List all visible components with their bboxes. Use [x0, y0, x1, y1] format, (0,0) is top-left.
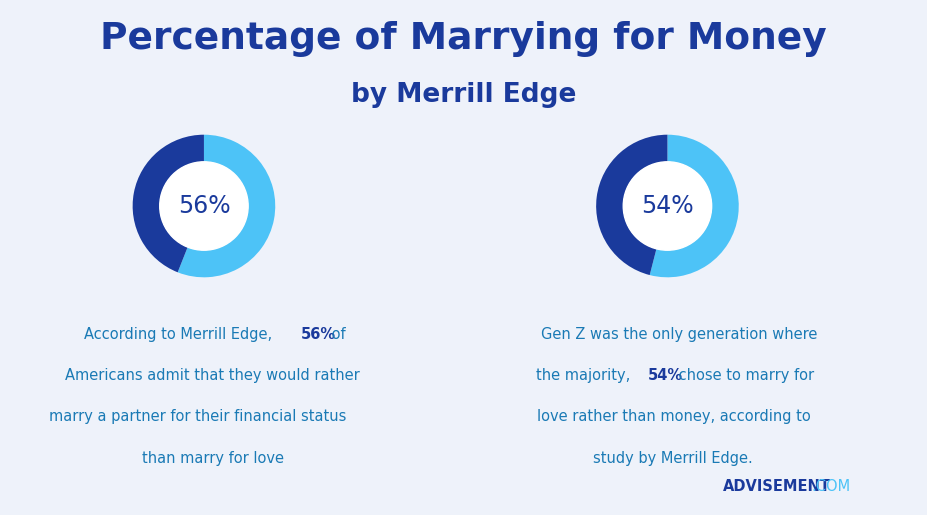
Text: Gen Z was the only generation where: Gen Z was the only generation where — [541, 327, 818, 342]
Text: 56%: 56% — [178, 194, 230, 218]
Wedge shape — [596, 135, 667, 275]
Text: study by Merrill Edge.: study by Merrill Edge. — [593, 451, 753, 466]
Text: 54%: 54% — [641, 194, 693, 218]
Wedge shape — [650, 135, 739, 277]
Circle shape — [623, 162, 712, 250]
Text: ADVISEMENT: ADVISEMENT — [723, 479, 832, 494]
Text: 54%: 54% — [648, 368, 683, 383]
Text: According to Merrill Edge,: According to Merrill Edge, — [84, 327, 277, 342]
Text: of: of — [327, 327, 346, 342]
Text: Percentage of Marrying for Money: Percentage of Marrying for Money — [100, 21, 827, 57]
Wedge shape — [178, 135, 275, 277]
Text: than marry for love: than marry for love — [142, 451, 284, 466]
Text: marry a partner for their financial status: marry a partner for their financial stat… — [49, 409, 347, 424]
Text: the majority,: the majority, — [536, 368, 635, 383]
Text: love rather than money, according to: love rather than money, according to — [537, 409, 811, 424]
Circle shape — [159, 162, 248, 250]
Text: .COM: .COM — [811, 479, 850, 494]
Text: Americans admit that they would rather: Americans admit that they would rather — [66, 368, 361, 383]
Text: chose to marry for: chose to marry for — [675, 368, 815, 383]
Text: by Merrill Edge: by Merrill Edge — [350, 82, 577, 108]
Wedge shape — [133, 135, 204, 272]
Text: 56%: 56% — [301, 327, 337, 342]
